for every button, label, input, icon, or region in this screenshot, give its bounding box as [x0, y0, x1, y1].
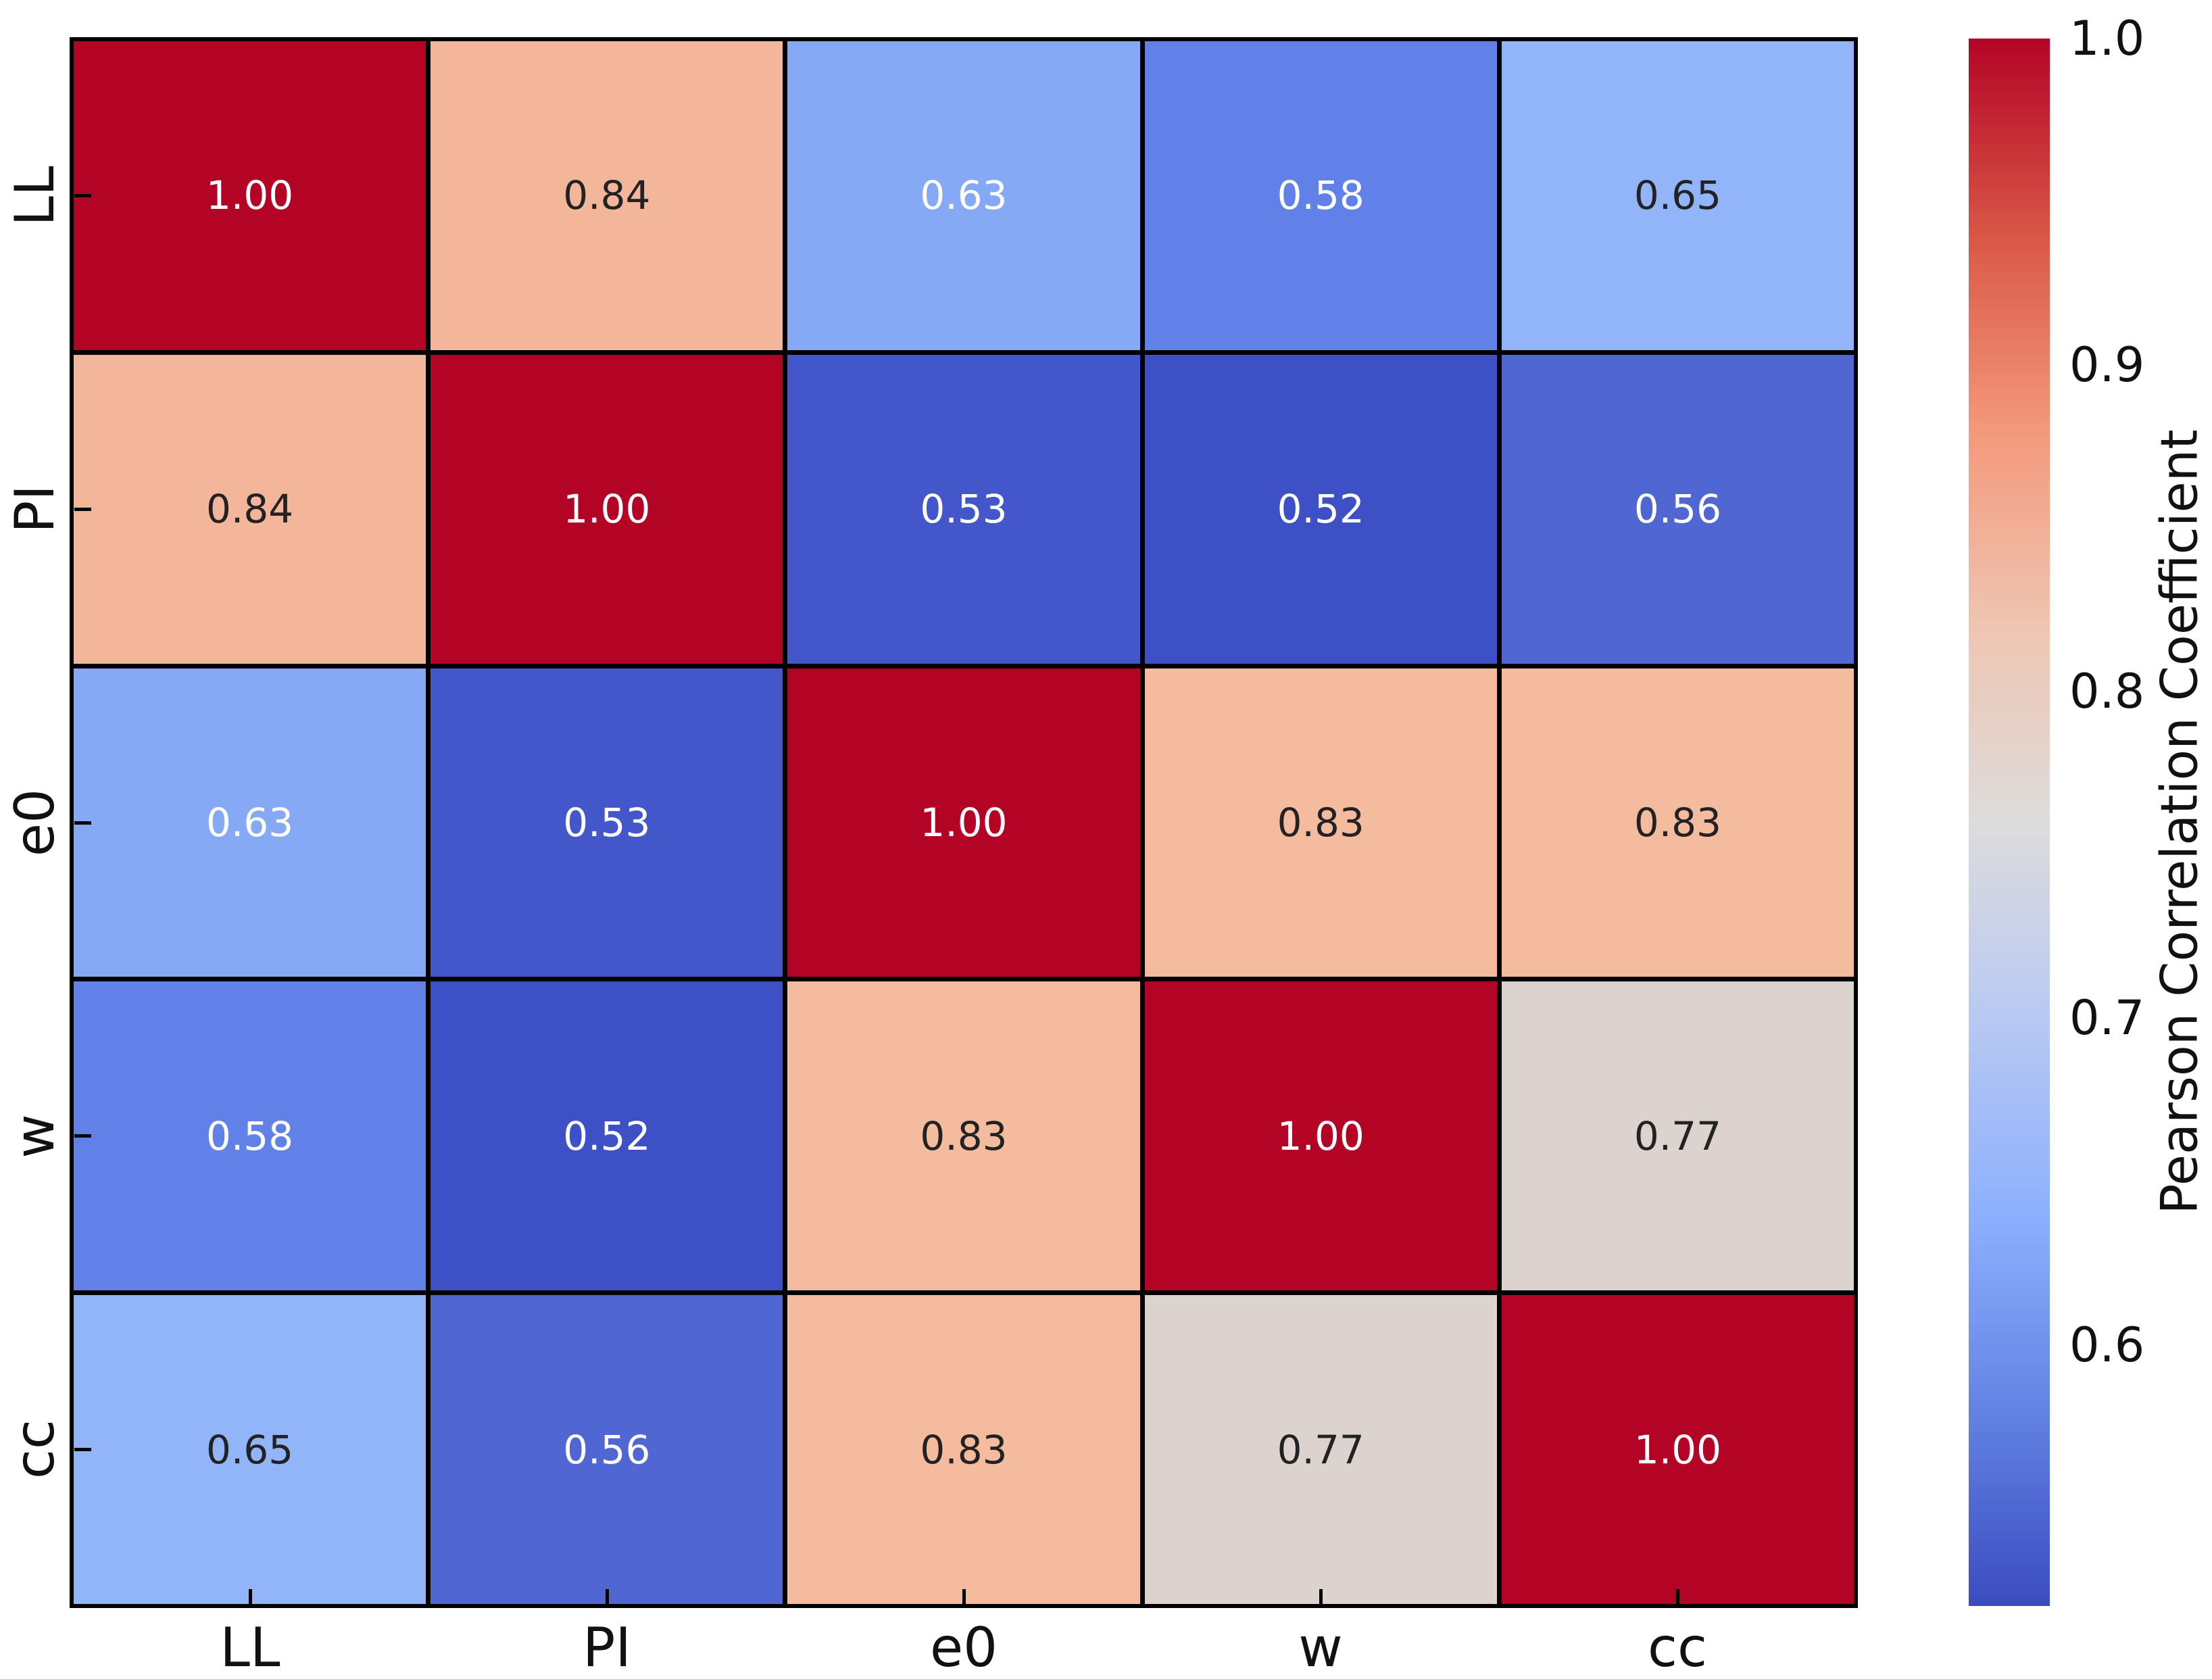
- heatmap-cell-w-PI: 0.52: [431, 981, 783, 1291]
- x-tick-mark-e0: [962, 1589, 966, 1606]
- colorbar-tick-label-0.9: 0.9: [2069, 337, 2145, 393]
- y-tick-label-e0: e0: [3, 788, 66, 857]
- heatmap-cell-e0-w: 0.83: [1144, 668, 1497, 977]
- x-tick-label-LL: LL: [220, 1616, 280, 1679]
- heatmap-cell-w-cc: 0.77: [1501, 981, 1854, 1291]
- x-tick-mark-PI: [605, 1589, 609, 1606]
- heatmap-cell-cc-LL: 0.65: [74, 1295, 426, 1604]
- colorbar-tick-label-0.8: 0.8: [2069, 664, 2145, 720]
- y-tick-mark-PI: [74, 507, 91, 511]
- y-tick-mark-cc: [74, 1447, 91, 1451]
- heatmap-cell-LL-PI: 0.84: [431, 41, 783, 350]
- colorbar-tick-label-0.7: 0.7: [2069, 990, 2145, 1046]
- heatmap-cell-e0-LL: 0.63: [74, 668, 426, 977]
- heatmap-cell-PI-w: 0.52: [1144, 354, 1497, 664]
- colorbar-tick-label-1.0: 1.0: [2069, 11, 2145, 66]
- heatmap-cell-cc-w: 0.77: [1144, 1295, 1497, 1604]
- heatmap-cell-e0-cc: 0.83: [1501, 668, 1854, 977]
- x-tick-label-PI: PI: [583, 1616, 631, 1679]
- y-tick-mark-LL: [74, 194, 91, 198]
- colorbar-tick-label-0.6: 0.6: [2069, 1317, 2145, 1373]
- x-tick-label-cc: cc: [1648, 1616, 1707, 1679]
- heatmap-grid: 1.00 0.84 0.63 0.58 0.65 0.84 1.00 0.53 0.52 0.56…: [70, 37, 1858, 1608]
- y-tick-mark-w: [74, 1134, 91, 1138]
- x-tick-label-e0: e0: [929, 1616, 998, 1679]
- x-tick-label-w: w: [1298, 1616, 1343, 1679]
- heatmap-cell-e0-PI: 0.53: [431, 668, 783, 977]
- heatmap-cell-cc-cc: 1.00: [1501, 1295, 1854, 1604]
- heatmap-cell-PI-cc: 0.56: [1501, 354, 1854, 664]
- heatmap-cell-LL-cc: 0.65: [1501, 41, 1854, 350]
- heatmap-cell-LL-e0: 0.63: [787, 41, 1140, 350]
- heatmap-cell-LL-LL: 1.00: [74, 41, 426, 350]
- y-tick-label-PI: PI: [3, 485, 66, 534]
- x-tick-mark-cc: [1675, 1589, 1679, 1606]
- heatmap-cell-e0-e0: 1.00: [787, 668, 1140, 977]
- heatmap-cell-LL-w: 0.58: [1144, 41, 1497, 350]
- heatmap-cell-PI-PI: 1.00: [431, 354, 783, 664]
- heatmap-cell-w-w: 1.00: [1144, 981, 1497, 1291]
- heatmap-cell-PI-e0: 0.53: [787, 354, 1140, 664]
- colorbar-gradient: [1969, 39, 2050, 1606]
- heatmap-cell-cc-PI: 0.56: [431, 1295, 783, 1604]
- y-tick-mark-e0: [74, 821, 91, 825]
- heatmap-cell-w-e0: 0.83: [787, 981, 1140, 1291]
- heatmap-cell-w-LL: 0.58: [74, 981, 426, 1291]
- x-tick-mark-LL: [248, 1589, 252, 1606]
- x-tick-mark-w: [1319, 1589, 1323, 1606]
- colorbar-axis-label: Pearson Correlation Coefficient: [2149, 429, 2209, 1215]
- heatmap-cell-cc-e0: 0.83: [787, 1295, 1140, 1604]
- heatmap-cell-PI-LL: 0.84: [74, 354, 426, 664]
- y-tick-label-LL: LL: [3, 166, 66, 226]
- y-tick-label-w: w: [3, 1113, 66, 1159]
- y-tick-label-cc: cc: [3, 1419, 66, 1480]
